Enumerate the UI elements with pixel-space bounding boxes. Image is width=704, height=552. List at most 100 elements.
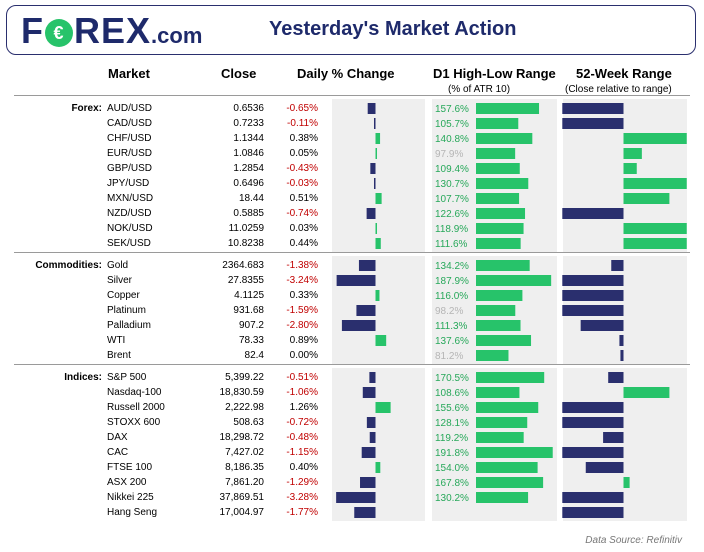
daily-bar xyxy=(374,178,376,189)
group-label: Forex: xyxy=(71,103,102,114)
atr-bar xyxy=(476,238,521,249)
daily-bar xyxy=(336,492,376,503)
market-name: Nasdaq-100 xyxy=(107,387,162,398)
daily-change: -0.74% xyxy=(286,208,318,219)
atr-label: 157.6% xyxy=(435,104,469,115)
header-banner: F € REX.com Yesterday's Market Action xyxy=(6,5,696,55)
market-name: S&P 500 xyxy=(107,372,147,383)
daily-bar xyxy=(374,118,376,129)
close-value: 5,399.22 xyxy=(225,372,264,383)
market-name: GBP/USD xyxy=(107,163,153,174)
daily-change: -1.15% xyxy=(286,447,318,458)
market-name: DAX xyxy=(107,432,128,443)
atr-bar xyxy=(476,477,544,488)
logo-domain: .com xyxy=(151,23,203,48)
w52-bar xyxy=(562,402,624,413)
close-value: 0.6536 xyxy=(233,103,264,114)
close-value: 0.7233 xyxy=(233,118,264,129)
w52-bar xyxy=(562,103,624,114)
w52-bar xyxy=(562,492,624,503)
market-name: AUD/USD xyxy=(107,103,153,114)
atr-bar xyxy=(476,432,524,443)
daily-change: 0.33% xyxy=(289,290,318,301)
daily-bar xyxy=(375,193,382,204)
daily-change: -0.03% xyxy=(286,178,318,189)
daily-bar xyxy=(369,432,376,443)
daily-change: -1.29% xyxy=(286,477,318,488)
atr-bar xyxy=(476,103,540,114)
w52-bar xyxy=(623,387,670,398)
atr-label: 111.3% xyxy=(435,321,468,332)
close-value: 2364.683 xyxy=(222,260,264,271)
close-value: 18,298.72 xyxy=(219,432,265,443)
market-name: CAC xyxy=(107,447,129,458)
data-source: Data Source: Refinitiv xyxy=(585,535,682,546)
daily-bar xyxy=(366,208,376,219)
col-head-close: Close xyxy=(221,66,257,81)
logo-rex: REX xyxy=(74,10,152,51)
daily-change: 1.26% xyxy=(289,402,318,413)
close-value: 27.8355 xyxy=(227,275,264,286)
daily-bar xyxy=(354,507,376,518)
col-head-d1: D1 High-Low Range xyxy=(433,66,556,81)
atr-bar xyxy=(476,163,520,174)
market-name: SEK/USD xyxy=(107,238,151,249)
daily-change: -0.51% xyxy=(286,372,318,383)
group-separator xyxy=(14,252,690,253)
atr-bar xyxy=(476,260,530,271)
market-name: Brent xyxy=(107,350,131,361)
daily-change: 0.03% xyxy=(289,223,318,234)
group-separator xyxy=(14,95,690,96)
close-value: 37,869.51 xyxy=(219,492,265,503)
w52-bar xyxy=(620,350,624,361)
daily-bar xyxy=(361,447,376,458)
atr-bar xyxy=(476,387,520,398)
market-name: FTSE 100 xyxy=(107,462,153,473)
daily-bar xyxy=(375,238,381,249)
w52-bar xyxy=(619,335,624,346)
atr-bar xyxy=(476,462,538,473)
atr-label: 81.2% xyxy=(435,351,463,362)
col-sub-d1: (% of ATR 10) xyxy=(448,84,511,95)
atr-label: 128.1% xyxy=(435,418,469,429)
w52-bar xyxy=(603,432,624,443)
daily-bar xyxy=(369,372,376,383)
atr-label: 105.7% xyxy=(435,119,469,130)
atr-bar xyxy=(476,178,529,189)
daily-bar xyxy=(375,133,381,144)
atr-label: 118.9% xyxy=(435,224,468,235)
atr-label: 116.0% xyxy=(435,291,468,302)
daily-change: -3.28% xyxy=(286,492,318,503)
w52-bar xyxy=(623,238,687,249)
atr-bar xyxy=(476,402,539,413)
close-value: 10.8238 xyxy=(227,238,264,249)
w52-bar xyxy=(623,133,687,144)
close-value: 11.0259 xyxy=(228,223,264,234)
daily-bar xyxy=(358,260,376,271)
daily-bar xyxy=(375,335,387,346)
w52-bar xyxy=(562,507,624,518)
w52-bar xyxy=(562,447,624,458)
w52-bar xyxy=(623,148,642,159)
col-head-market: Market xyxy=(108,66,150,81)
w52-bar xyxy=(562,417,624,428)
daily-change: 0.44% xyxy=(289,238,318,249)
daily-change: -1.59% xyxy=(286,305,318,316)
close-value: 82.4 xyxy=(244,350,264,361)
daily-change: -0.48% xyxy=(286,432,318,443)
market-name: NOK/USD xyxy=(107,223,153,234)
atr-bar xyxy=(476,275,552,286)
atr-bar xyxy=(476,447,553,458)
group-label: Indices: xyxy=(64,372,102,383)
w52-bar xyxy=(623,193,670,204)
daily-change: -1.38% xyxy=(286,260,318,271)
atr-label: 154.0% xyxy=(435,463,469,474)
atr-label: 167.8% xyxy=(435,478,469,489)
atr-label: 170.5% xyxy=(435,373,469,384)
market-name: Nikkei 225 xyxy=(107,492,154,503)
close-value: 2,222.98 xyxy=(225,402,264,413)
daily-bar xyxy=(366,417,376,428)
close-value: 931.68 xyxy=(233,305,264,316)
atr-label: 191.8% xyxy=(435,448,469,459)
